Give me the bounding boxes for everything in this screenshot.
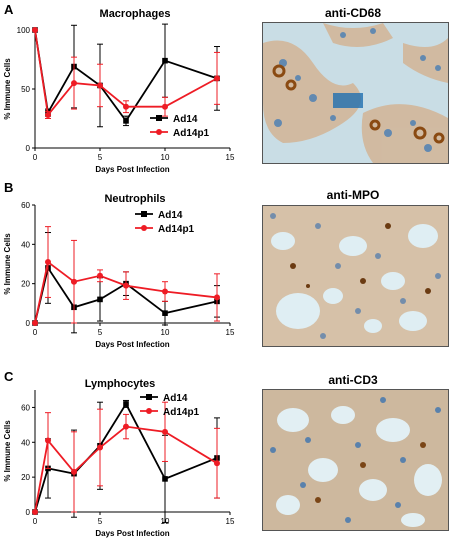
data-point-circle (214, 294, 220, 301)
x-axis-label: Days Post Infection (95, 340, 169, 349)
x-tick-label: 0 (33, 328, 38, 337)
data-point-circle (32, 320, 38, 326)
chart-title-lymphocytes: Lymphocytes (84, 378, 156, 390)
x-tick-label: 10 (161, 153, 170, 162)
image-title-mpo: anti-MPO (326, 188, 380, 202)
data-point-square (162, 310, 168, 316)
data-point-circle (32, 509, 38, 515)
data-point-circle (123, 103, 129, 110)
legend-marker (141, 211, 147, 217)
y-tick-label: 100 (17, 26, 31, 35)
legend-label: Ad14 (158, 210, 183, 221)
data-point-circle (71, 80, 77, 87)
x-tick-label: 5 (98, 153, 103, 162)
legend-marker (156, 115, 162, 121)
data-point-circle (214, 460, 220, 467)
chart-title-neutrophils: Neutrophils (104, 193, 166, 205)
x-tick-label: 15 (226, 517, 235, 526)
data-point-circle (123, 423, 129, 430)
y-tick-label: 20 (21, 280, 30, 289)
y-tick-label: 50 (21, 85, 30, 94)
x-tick-label: 0 (33, 153, 38, 162)
x-tick-label: 15 (226, 153, 235, 162)
macrophages-chart: 0 5 10 15 0 50 100 Days Post Infection % Immune … (3, 23, 235, 174)
data-point-square (97, 296, 103, 303)
data-point-circle (97, 82, 103, 89)
chart-title-macrophages: Macrophages (99, 8, 171, 20)
data-point-circle (162, 288, 168, 295)
y-tick-label: 60 (21, 403, 30, 412)
y-axis-label: % Immune Cells (3, 58, 12, 120)
legend-label: Ad14 (163, 393, 188, 404)
y-tick-label: 40 (21, 438, 30, 447)
data-point-circle (45, 437, 51, 444)
data-point-circle (45, 111, 51, 118)
image-title-cd3: anti-CD3 (328, 373, 378, 387)
panel-letter-c: C (4, 369, 14, 384)
legend-label: Ad14p1 (163, 407, 200, 418)
y-axis-label: % Immune Cells (3, 233, 12, 295)
y-tick-label: 0 (26, 319, 31, 328)
micrograph-cd3 (262, 389, 449, 531)
data-point-circle (123, 282, 129, 289)
image-title-cd68: anti-CD68 (324, 6, 381, 20)
y-axis-label: % Immune Cells (3, 420, 12, 482)
legend-marker (141, 225, 147, 231)
data-point-circle (45, 259, 51, 266)
y-tick-label: 0 (26, 508, 31, 517)
data-point-circle (162, 103, 168, 110)
data-point-square (162, 476, 168, 482)
legend-label: Ad14 (173, 114, 198, 125)
micrograph-cd68 (262, 22, 449, 164)
data-point-circle (97, 444, 103, 451)
legend-marker (156, 129, 162, 135)
legend-marker (146, 408, 152, 414)
data-point-circle (71, 278, 77, 285)
x-tick-label: 0 (33, 517, 38, 526)
y-tick-label: 60 (21, 201, 30, 210)
x-tick-label: 5 (98, 517, 103, 526)
y-tick-label: 40 (21, 240, 30, 249)
data-point-circle (97, 272, 103, 279)
x-tick-label: 5 (98, 328, 103, 337)
legend-marker (146, 394, 152, 400)
panel-letter-a: A (4, 2, 14, 17)
data-point-square (123, 118, 129, 124)
data-point-square (162, 57, 168, 64)
x-axis-label: Days Post Infection (95, 165, 169, 174)
data-point-circle (32, 27, 38, 33)
legend-label: Ad14p1 (173, 128, 210, 139)
panel-letter-b: B (4, 180, 14, 195)
x-tick-label: 10 (161, 328, 170, 337)
x-axis-label: Days Post Infection (95, 529, 169, 538)
neutrophils-chart: 0 5 10 15 0 20 40 60 Days Post Infection % Immune… (3, 201, 235, 349)
micrograph-mpo (262, 205, 449, 347)
data-point-circle (214, 75, 220, 82)
y-tick-label: 20 (21, 473, 30, 482)
y-tick-label: 0 (26, 144, 31, 153)
data-point-square (123, 401, 129, 407)
data-point-circle (71, 468, 77, 475)
x-tick-label: 15 (226, 328, 235, 337)
data-point-circle (162, 428, 168, 435)
legend-label: Ad14p1 (158, 224, 195, 235)
